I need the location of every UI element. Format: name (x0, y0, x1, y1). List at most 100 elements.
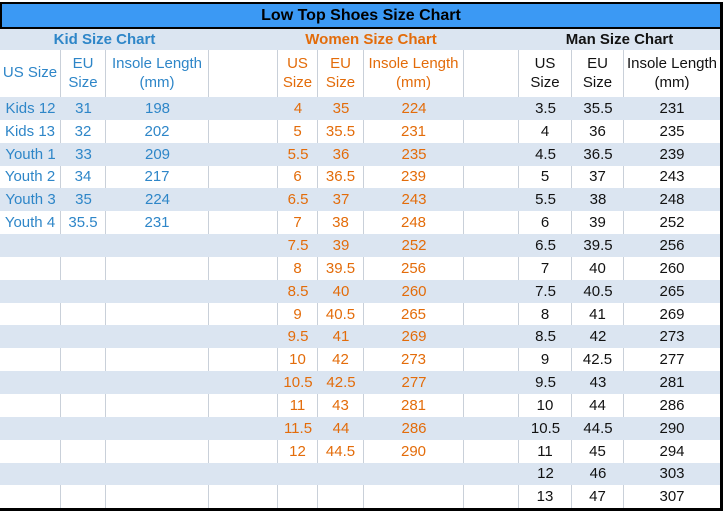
table-cell: 11 (278, 393, 318, 417)
table-cell: 235 (364, 142, 464, 166)
table-cell (0, 393, 61, 417)
table-cell (0, 416, 61, 440)
table-cell: 45 (572, 439, 624, 463)
table-cell (106, 416, 209, 440)
table-cell: 290 (364, 439, 464, 463)
gap-cell (209, 211, 278, 235)
gap-cell (209, 325, 278, 349)
table-cell (0, 279, 61, 303)
table-cell: 6 (519, 211, 572, 235)
table-cell: 217 (106, 165, 209, 189)
table-cell: 235 (624, 119, 720, 143)
table-cell: 7.5 (278, 234, 318, 257)
table-cell: 11 (519, 439, 572, 463)
table-cell: 252 (364, 234, 464, 257)
table-cell: 303 (624, 462, 720, 486)
table-cell: 4 (278, 97, 318, 120)
table-cell: 43 (318, 393, 364, 417)
table-cell: 290 (624, 416, 720, 440)
table-cell: 5.5 (278, 142, 318, 166)
table-cell: 269 (364, 325, 464, 349)
table-cell: 294 (624, 439, 720, 463)
table-cell: 265 (364, 302, 464, 326)
table-cell: 7 (519, 256, 572, 280)
gap-cell (464, 165, 519, 189)
table-cell: 11.5 (278, 416, 318, 440)
table-cell: 224 (106, 188, 209, 212)
table-cell: 256 (624, 234, 720, 257)
table-cell (61, 279, 106, 303)
table-cell: 8.5 (519, 325, 572, 349)
table-cell: 36.5 (572, 142, 624, 166)
table-cell: 7 (278, 211, 318, 235)
gap-cell (464, 302, 519, 326)
table-cell (106, 393, 209, 417)
table-cell (61, 256, 106, 280)
table-cell: 43 (572, 371, 624, 394)
table-cell: 13 (519, 485, 572, 509)
table-cell: 5.5 (519, 188, 572, 212)
gap-cell (464, 279, 519, 303)
gap-cell (209, 462, 278, 486)
table-cell: 36.5 (318, 165, 364, 189)
gap-cell (464, 256, 519, 280)
table-cell: 42.5 (572, 348, 624, 372)
table-cell: 32 (61, 119, 106, 143)
table-cell: 12 (278, 439, 318, 463)
table-cell: 10.5 (519, 416, 572, 440)
table-cell: 42 (318, 348, 364, 372)
table-cell (61, 462, 106, 486)
gap-cell (464, 325, 519, 349)
table-cell: 36 (318, 142, 364, 166)
gap-cell (464, 97, 519, 120)
table-cell: 256 (364, 256, 464, 280)
section-header-women: Women Size Chart (278, 29, 464, 50)
gap-cell (464, 142, 519, 166)
table-cell (61, 439, 106, 463)
column-header-kid: Insole Length (mm) (106, 50, 209, 97)
table-cell: 202 (106, 119, 209, 143)
table-cell: 3.5 (519, 97, 572, 120)
table-cell (106, 462, 209, 486)
table-cell: 231 (624, 97, 720, 120)
table-cell: 35.5 (572, 97, 624, 120)
table-cell: 39.5 (318, 256, 364, 280)
table-cell: 39 (318, 234, 364, 257)
chart-title: Low Top Shoes Size Chart (0, 4, 720, 29)
gap-cell (209, 416, 278, 440)
gap-cell (464, 439, 519, 463)
table-cell: 10.5 (278, 371, 318, 394)
table-cell: 39 (572, 211, 624, 235)
table-cell: 37 (318, 188, 364, 212)
section-header-man: Man Size Chart (519, 29, 720, 50)
table-cell: 9 (519, 348, 572, 372)
table-cell (0, 302, 61, 326)
table-cell: 281 (624, 371, 720, 394)
gap-cell (209, 371, 278, 394)
gap-cell (464, 234, 519, 257)
table-cell: 231 (364, 119, 464, 143)
column-header-women: Insole Length (mm) (364, 50, 464, 97)
table-cell: 6.5 (278, 188, 318, 212)
column-header-women: EU Size (318, 50, 364, 97)
size-table-grid: Kid Size Chart Women Size Chart Man Size C… (0, 29, 720, 509)
table-cell (61, 371, 106, 394)
table-cell (61, 485, 106, 509)
gap-cell (209, 234, 278, 257)
table-cell: 9.5 (519, 371, 572, 394)
table-cell: 277 (624, 348, 720, 372)
table-cell: 231 (106, 211, 209, 235)
gap-cell (209, 485, 278, 509)
table-cell: Kids 13 (0, 119, 61, 143)
gap-cell (209, 279, 278, 303)
table-cell: 42 (572, 325, 624, 349)
table-cell: 224 (364, 97, 464, 120)
table-cell (106, 371, 209, 394)
gap-cell (209, 165, 278, 189)
table-cell: 41 (572, 302, 624, 326)
table-cell: 307 (624, 485, 720, 509)
gap-cell (464, 119, 519, 143)
header-gap-cell (464, 50, 519, 97)
table-cell: 44 (572, 393, 624, 417)
